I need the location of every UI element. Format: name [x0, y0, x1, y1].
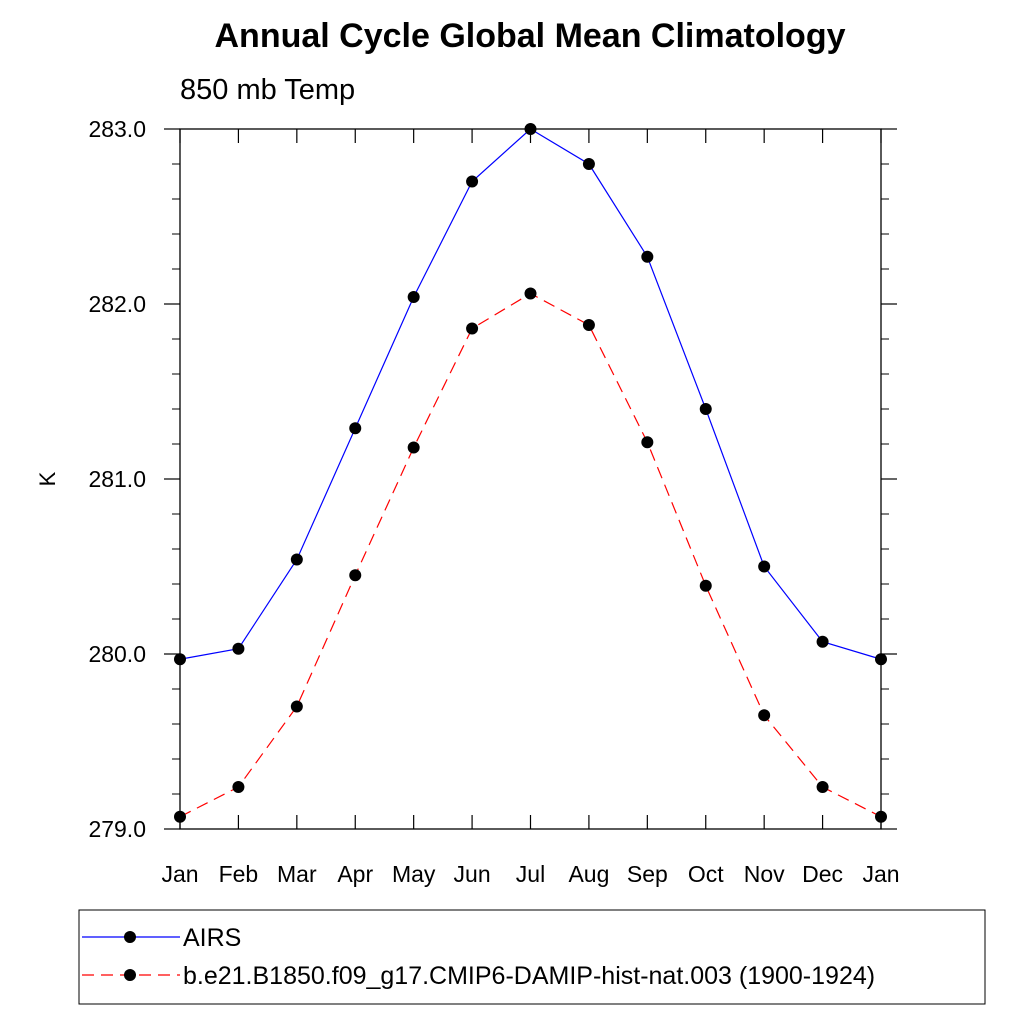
data-point	[875, 810, 887, 823]
legend-label: b.e21.B1850.f09_g17.CMIP6-DAMIP-hist-nat…	[183, 962, 875, 990]
data-point	[349, 569, 362, 582]
data-point	[174, 810, 186, 823]
legend: AIRS b.e21.B1850.f09_g17.CMIP6-DAMIP-hist…	[78, 909, 986, 1005]
y-axis-label: K	[35, 471, 60, 486]
x-tick-label: Jun	[454, 861, 491, 887]
y-tick-label: 282.0	[88, 291, 146, 317]
chart-subtitle: 850 mb Temp	[180, 74, 355, 106]
x-tick-label: Dec	[802, 861, 843, 887]
data-point	[699, 403, 712, 415]
legend-box	[78, 909, 986, 1005]
series-layer	[174, 123, 887, 823]
data-point	[758, 709, 771, 722]
plot-frame	[179, 128, 882, 830]
x-tick-label: Apr	[337, 861, 373, 887]
data-point	[466, 322, 479, 335]
data-point	[407, 441, 420, 454]
y-tick-label: 283.0	[88, 116, 146, 142]
axis-ticks: Jan Feb Mar Apr May Jun Jul Aug Sep Oct Nov Dec Jan 2…	[88, 116, 899, 887]
data-point	[816, 635, 829, 648]
x-tick-label: Feb	[219, 861, 259, 887]
data-point	[641, 436, 654, 449]
x-tick-label: Nov	[744, 861, 785, 887]
data-point	[524, 123, 537, 135]
data-point	[290, 700, 303, 713]
data-point	[232, 781, 245, 793]
data-point	[582, 158, 595, 170]
data-point	[349, 422, 362, 435]
x-tick-label: Jul	[516, 861, 545, 887]
data-point	[466, 175, 479, 188]
data-point	[174, 653, 186, 666]
data-point	[875, 653, 887, 666]
data-point	[290, 553, 303, 566]
data-point	[758, 560, 771, 573]
y-tick-label: 281.0	[88, 466, 146, 492]
data-point	[641, 250, 654, 263]
x-tick-label: Oct	[688, 861, 724, 887]
y-tick-label: 279.0	[88, 816, 146, 842]
data-point	[582, 319, 595, 331]
y-tick-label: 280.0	[88, 641, 146, 667]
data-point	[699, 579, 712, 592]
series-line	[179, 292, 882, 818]
series-line	[179, 128, 882, 660]
legend-label: AIRS	[183, 924, 241, 952]
x-tick-label: Jan	[862, 861, 899, 887]
legend-marker	[124, 931, 136, 943]
data-point	[524, 287, 537, 300]
x-tick-label: Jan	[161, 861, 198, 887]
data-point	[232, 642, 245, 655]
x-tick-label: Mar	[277, 861, 317, 887]
chart-title: Annual Cycle Global Mean Climatology	[215, 17, 846, 55]
legend-marker	[124, 969, 136, 981]
data-point	[816, 781, 829, 793]
x-tick-label: Aug	[568, 861, 609, 887]
x-tick-label: Sep	[627, 861, 668, 887]
x-tick-label: May	[392, 861, 436, 887]
data-point	[407, 291, 420, 303]
